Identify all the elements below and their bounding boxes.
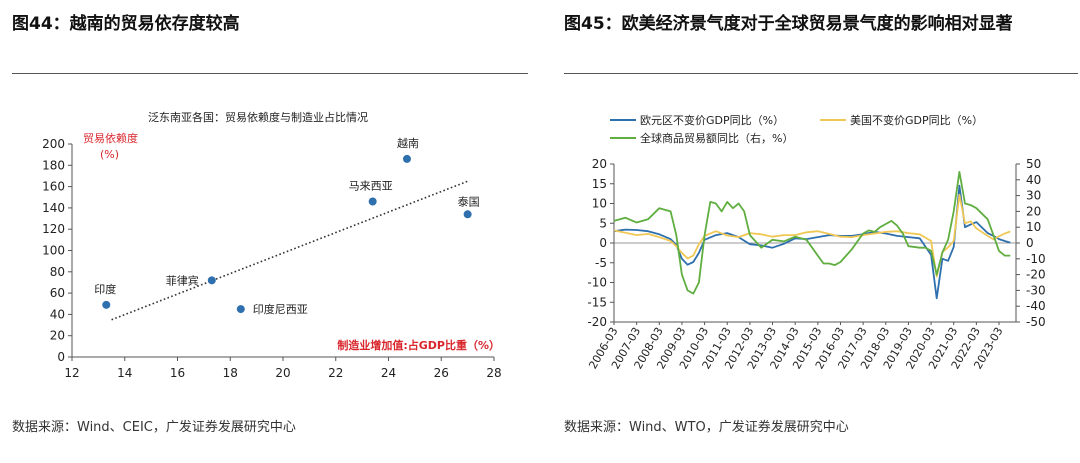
- y-tick-label: 0: [57, 350, 65, 364]
- y-tick-label: 160: [42, 180, 65, 194]
- x-tick-label: 12: [64, 366, 79, 380]
- y-right-tick-label: 40: [1026, 173, 1041, 187]
- y-axis-label-unit: (%): [100, 148, 119, 161]
- y-right-tick-label: -30: [1026, 283, 1046, 297]
- y-left-tick-label: -20: [587, 315, 607, 329]
- title-divider: [12, 73, 528, 74]
- chart-panel-trade-dependence: 图44：越南的贸易依存度较高 泛东南亚各国：贸易依赖度与制造业占比情况 贸易依赖度…: [12, 14, 528, 435]
- x-tick-label: 14: [117, 366, 132, 380]
- y-right-tick-label: 30: [1026, 189, 1041, 203]
- y-tick-label: 120: [42, 222, 65, 236]
- series-line: [613, 184, 1011, 300]
- y-left-tick-label: 5: [599, 216, 607, 230]
- line-chart: 欧元区不变价GDP同比（%） 美国不变价GDP同比（%） 全球商品贸易额同比（右，%…: [586, 113, 1046, 371]
- point-label: 马来西亚: [349, 180, 393, 193]
- point-label: 泰国: [458, 194, 480, 208]
- x-axis-label: 制造业增加值:占GDP比重（%）: [337, 338, 500, 352]
- source-note: 数据来源：Wind、WTO，广发证券发展研究中心: [564, 420, 849, 435]
- x-tick-label: 18: [223, 366, 238, 380]
- y-right-tick-label: -20: [1026, 268, 1046, 282]
- series-line: [613, 193, 1011, 278]
- y-right-tick-label: 0: [1026, 236, 1034, 250]
- y-left-tick-label: -10: [587, 276, 607, 290]
- source-note: 数据来源：Wind、CEIC，广发证券发展研究中心: [12, 420, 296, 435]
- y-left-tick-label: -5: [595, 256, 607, 270]
- x-tick-label: 24: [381, 366, 396, 380]
- point-label: 菲律宾: [166, 273, 199, 287]
- chart-panel-gdp-trade: 图45：欧美经济景气度对于全球贸易景气度的影响相对显著 欧元区不变价GDP同比（…: [552, 0, 1080, 463]
- y-tick-label: 20: [50, 329, 65, 343]
- series-line: [613, 171, 1011, 295]
- y-right-tick-label: -40: [1026, 299, 1046, 313]
- y-right-tick-label: -10: [1026, 252, 1046, 266]
- y-tick-label: 100: [42, 244, 65, 258]
- legend-label: 美国不变价GDP同比（%）: [850, 113, 983, 127]
- y-tick-label: 60: [50, 286, 65, 300]
- data-point: [207, 276, 216, 285]
- y-left-tick-label: -15: [587, 295, 607, 309]
- x-tick-label: 16: [170, 366, 185, 380]
- y-right-tick-label: -50: [1026, 315, 1046, 329]
- figure-title: 图44：越南的贸易依存度较高: [12, 14, 240, 34]
- x-tick-label: 26: [434, 366, 449, 380]
- y-right-tick-label: 50: [1026, 157, 1041, 171]
- chart-title: 泛东南亚各国：贸易依赖度与制造业占比情况: [148, 110, 368, 124]
- x-tick-label: 22: [328, 366, 343, 380]
- y-tick-label: 180: [42, 158, 65, 172]
- point-label: 印度: [94, 282, 116, 296]
- y-left-tick-label: 10: [592, 197, 607, 211]
- figure-title: 图45：欧美经济景气度对于全球贸易景气度的影响相对显著: [564, 14, 1013, 34]
- y-right-tick-label: 20: [1026, 204, 1041, 218]
- y-axis-label: 贸易依赖度: [83, 131, 138, 145]
- trendline: [111, 180, 468, 321]
- legend-label: 全球商品贸易额同比（右，%）: [640, 131, 793, 145]
- data-point: [402, 154, 411, 163]
- data-point: [463, 210, 472, 219]
- point-label: 印度尼西亚: [253, 302, 308, 316]
- y-left-tick-label: 20: [592, 157, 607, 171]
- data-point: [102, 300, 111, 309]
- point-label: 越南: [397, 136, 419, 150]
- data-point: [368, 197, 377, 206]
- y-left-tick-label: 0: [599, 236, 607, 250]
- y-tick-label: 80: [50, 265, 65, 279]
- y-right-tick-label: 10: [1026, 220, 1041, 234]
- legend-label: 欧元区不变价GDP同比（%）: [640, 113, 784, 127]
- x-tick-label: 28: [486, 366, 501, 380]
- y-tick-label: 40: [50, 307, 65, 321]
- title-divider: [564, 73, 1078, 74]
- x-tick-label: 20: [275, 366, 290, 380]
- data-point: [236, 305, 245, 314]
- legend: 欧元区不变价GDP同比（%） 美国不变价GDP同比（%） 全球商品贸易额同比（右，%…: [610, 113, 983, 145]
- y-tick-label: 200: [42, 137, 65, 151]
- y-left-tick-label: 15: [592, 177, 607, 191]
- y-tick-label: 140: [42, 201, 65, 215]
